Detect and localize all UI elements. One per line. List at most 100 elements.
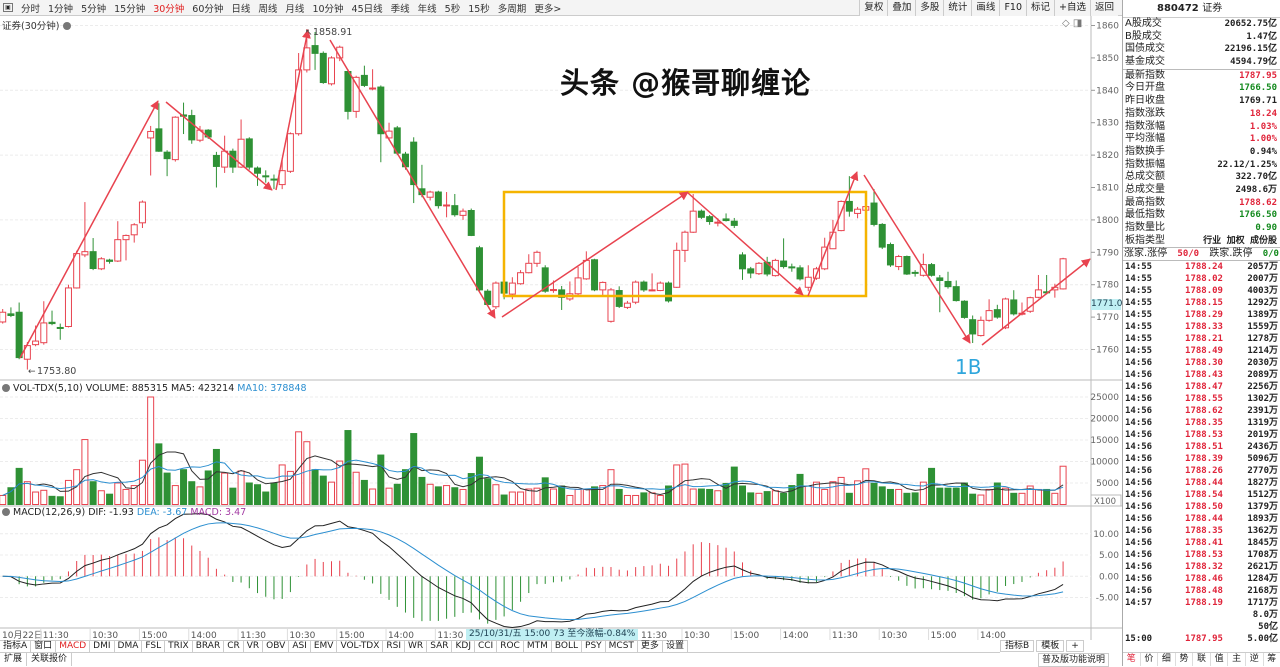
indicator-tab[interactable]: DMA bbox=[115, 641, 143, 652]
time-axis-label: 14:00 bbox=[191, 631, 217, 640]
indicator-tab[interactable]: SAR bbox=[427, 641, 452, 652]
candle bbox=[781, 238, 787, 268]
time-axis-label: 11:30 bbox=[437, 631, 463, 640]
stat-value: 1.03% bbox=[1250, 121, 1277, 134]
indicator-b-tab[interactable]: 指标B bbox=[1000, 640, 1034, 652]
indicator-b-tab[interactable]: 模板 bbox=[1036, 640, 1064, 652]
indicator-tab[interactable]: FSL bbox=[142, 641, 165, 652]
indicator-tab[interactable]: MCST bbox=[606, 641, 638, 652]
indicator-tab[interactable]: 窗口 bbox=[31, 641, 56, 652]
candle-body bbox=[304, 48, 310, 70]
indicator-tab[interactable]: VR bbox=[244, 641, 263, 652]
indicator-tab[interactable]: KDJ bbox=[452, 641, 475, 652]
candle bbox=[263, 170, 269, 182]
indicator-tab[interactable]: 更多 bbox=[638, 641, 663, 652]
indicator-tab[interactable]: BOLL bbox=[552, 641, 582, 652]
indicator-tab[interactable]: OBV bbox=[263, 641, 289, 652]
trend-arrow bbox=[864, 175, 970, 343]
candle bbox=[887, 243, 893, 267]
volume-bar bbox=[213, 449, 219, 504]
candle-body bbox=[624, 303, 630, 307]
quote-view-button[interactable]: 值 bbox=[1211, 653, 1229, 666]
panel-icon[interactable]: ◨ bbox=[1073, 18, 1082, 29]
candle bbox=[641, 280, 647, 291]
candle-body bbox=[460, 211, 466, 215]
trade-price: 1788.55 bbox=[1175, 393, 1233, 405]
volume-bar bbox=[345, 431, 351, 505]
candle bbox=[8, 307, 14, 317]
quote-view-button[interactable]: 势 bbox=[1176, 653, 1194, 666]
volume-bar bbox=[953, 488, 959, 504]
volume-bar bbox=[419, 477, 425, 504]
candle-body bbox=[246, 139, 252, 167]
stat-row: 板指类型行业 加权 成份股 bbox=[1123, 235, 1280, 248]
volume-bar bbox=[501, 495, 507, 504]
indicator-tab[interactable]: DMI bbox=[90, 641, 114, 652]
candle bbox=[896, 255, 902, 270]
trade-volume: 1559万 bbox=[1233, 321, 1278, 333]
help-link[interactable]: 普及版功能说明 bbox=[1038, 653, 1109, 667]
quote-view-button[interactable]: 价 bbox=[1141, 653, 1159, 666]
quote-view-button[interactable]: 筹 bbox=[1264, 653, 1280, 666]
indicator-tab[interactable]: ROC bbox=[497, 641, 524, 652]
quote-view-button[interactable]: 逆 bbox=[1246, 653, 1264, 666]
indicator-tab[interactable]: VOL-TDX bbox=[337, 641, 383, 652]
settings-dot-icon[interactable] bbox=[2, 508, 10, 516]
quote-view-button[interactable]: 主 bbox=[1228, 653, 1246, 666]
bottom-tabs: 扩展关联报价 bbox=[0, 652, 1000, 666]
indicator-tab[interactable]: EMV bbox=[311, 641, 338, 652]
bottom-tab[interactable]: 扩展 bbox=[0, 653, 27, 666]
trade-time: 14:56 bbox=[1125, 501, 1175, 513]
volume-bar bbox=[386, 488, 392, 504]
trade-volume: 1708万 bbox=[1233, 549, 1278, 561]
volume-bar bbox=[559, 486, 565, 504]
indicator-b-tab[interactable]: + bbox=[1066, 640, 1084, 652]
volume-bar bbox=[320, 476, 326, 504]
bottom-tab[interactable]: 关联报价 bbox=[27, 653, 72, 666]
candle-body bbox=[731, 221, 737, 225]
quote-view-button[interactable]: 细 bbox=[1158, 653, 1176, 666]
indicator-tab[interactable]: WR bbox=[405, 641, 427, 652]
settings-dot-icon[interactable] bbox=[63, 22, 71, 30]
candle-body bbox=[583, 260, 589, 278]
settings-dot-icon[interactable] bbox=[2, 384, 10, 392]
trade-volume: 2057万 bbox=[1233, 261, 1278, 273]
indicator-tab[interactable]: 设置 bbox=[663, 641, 688, 652]
volume-bar bbox=[526, 489, 532, 504]
price-tick-label: 1770 bbox=[1096, 313, 1119, 323]
volume-bar bbox=[452, 488, 458, 505]
volume-bar bbox=[813, 482, 819, 504]
volume-indicator-name: VOL-TDX(5,10) bbox=[13, 383, 83, 394]
high-pointer-icon: ↖ bbox=[305, 28, 313, 38]
volume-bar bbox=[830, 482, 836, 505]
stat-value: 行业 加权 成份股 bbox=[1203, 235, 1277, 248]
indicator-tab[interactable]: CCI bbox=[475, 641, 497, 652]
indicator-tab[interactable]: 指标A bbox=[0, 641, 31, 652]
candle bbox=[107, 259, 113, 264]
volume-bar bbox=[394, 484, 400, 504]
trade-price: 1788.19 bbox=[1175, 597, 1233, 609]
stat-label: 总成交量 bbox=[1125, 184, 1165, 197]
candle-body bbox=[65, 288, 71, 327]
volume-bar bbox=[230, 488, 236, 504]
quote-view-button[interactable]: 笔 bbox=[1123, 653, 1141, 666]
quote-view-button[interactable]: 联 bbox=[1193, 653, 1211, 666]
indicator-tab[interactable]: ASI bbox=[289, 641, 311, 652]
indicator-tab[interactable]: PSY bbox=[582, 641, 606, 652]
indicator-tab[interactable]: MACD bbox=[56, 641, 90, 652]
indicator-tab[interactable]: BRAR bbox=[193, 641, 224, 652]
indicator-tab[interactable]: MTM bbox=[524, 641, 552, 652]
indicator-tab[interactable]: CR bbox=[224, 641, 244, 652]
candle-body bbox=[805, 277, 811, 287]
candle bbox=[378, 85, 384, 162]
annotation-1b: 1B bbox=[955, 356, 981, 378]
stat-label: A股成交 bbox=[1125, 18, 1162, 31]
indicator-tab[interactable]: RSI bbox=[383, 641, 405, 652]
candle bbox=[518, 270, 524, 285]
indicator-tab[interactable]: TRIX bbox=[165, 641, 193, 652]
diamond-icon[interactable]: ◇ bbox=[1062, 18, 1070, 29]
